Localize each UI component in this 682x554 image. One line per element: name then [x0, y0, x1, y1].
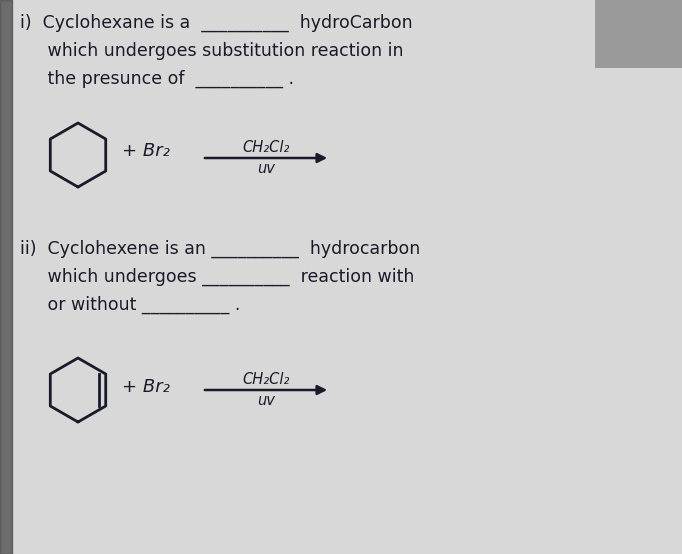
Text: + Br₂: + Br₂	[122, 142, 170, 160]
Text: uv: uv	[257, 161, 275, 176]
Bar	[0, 0, 12, 554]
Text: which undergoes substitution reaction in: which undergoes substitution reaction in	[20, 42, 404, 60]
Text: CH₂Cl₂: CH₂Cl₂	[242, 140, 290, 155]
Text: ii)  Cyclohexene is an __________  hydrocarbon: ii) Cyclohexene is an __________ hydroca…	[20, 240, 420, 258]
Text: i)  Cyclohexane is a  __________  hydroCarbon: i) Cyclohexane is a __________ hydroCarb…	[20, 14, 413, 32]
Bar	[595, 0, 682, 68]
Text: which undergoes __________  reaction with: which undergoes __________ reaction with	[20, 268, 415, 286]
Text: or without __________ .: or without __________ .	[20, 296, 240, 314]
Text: uv: uv	[257, 393, 275, 408]
Text: the presunce of  __________ .: the presunce of __________ .	[20, 70, 294, 88]
Text: + Br₂: + Br₂	[122, 378, 170, 396]
Text: CH₂Cl₂: CH₂Cl₂	[242, 372, 290, 387]
